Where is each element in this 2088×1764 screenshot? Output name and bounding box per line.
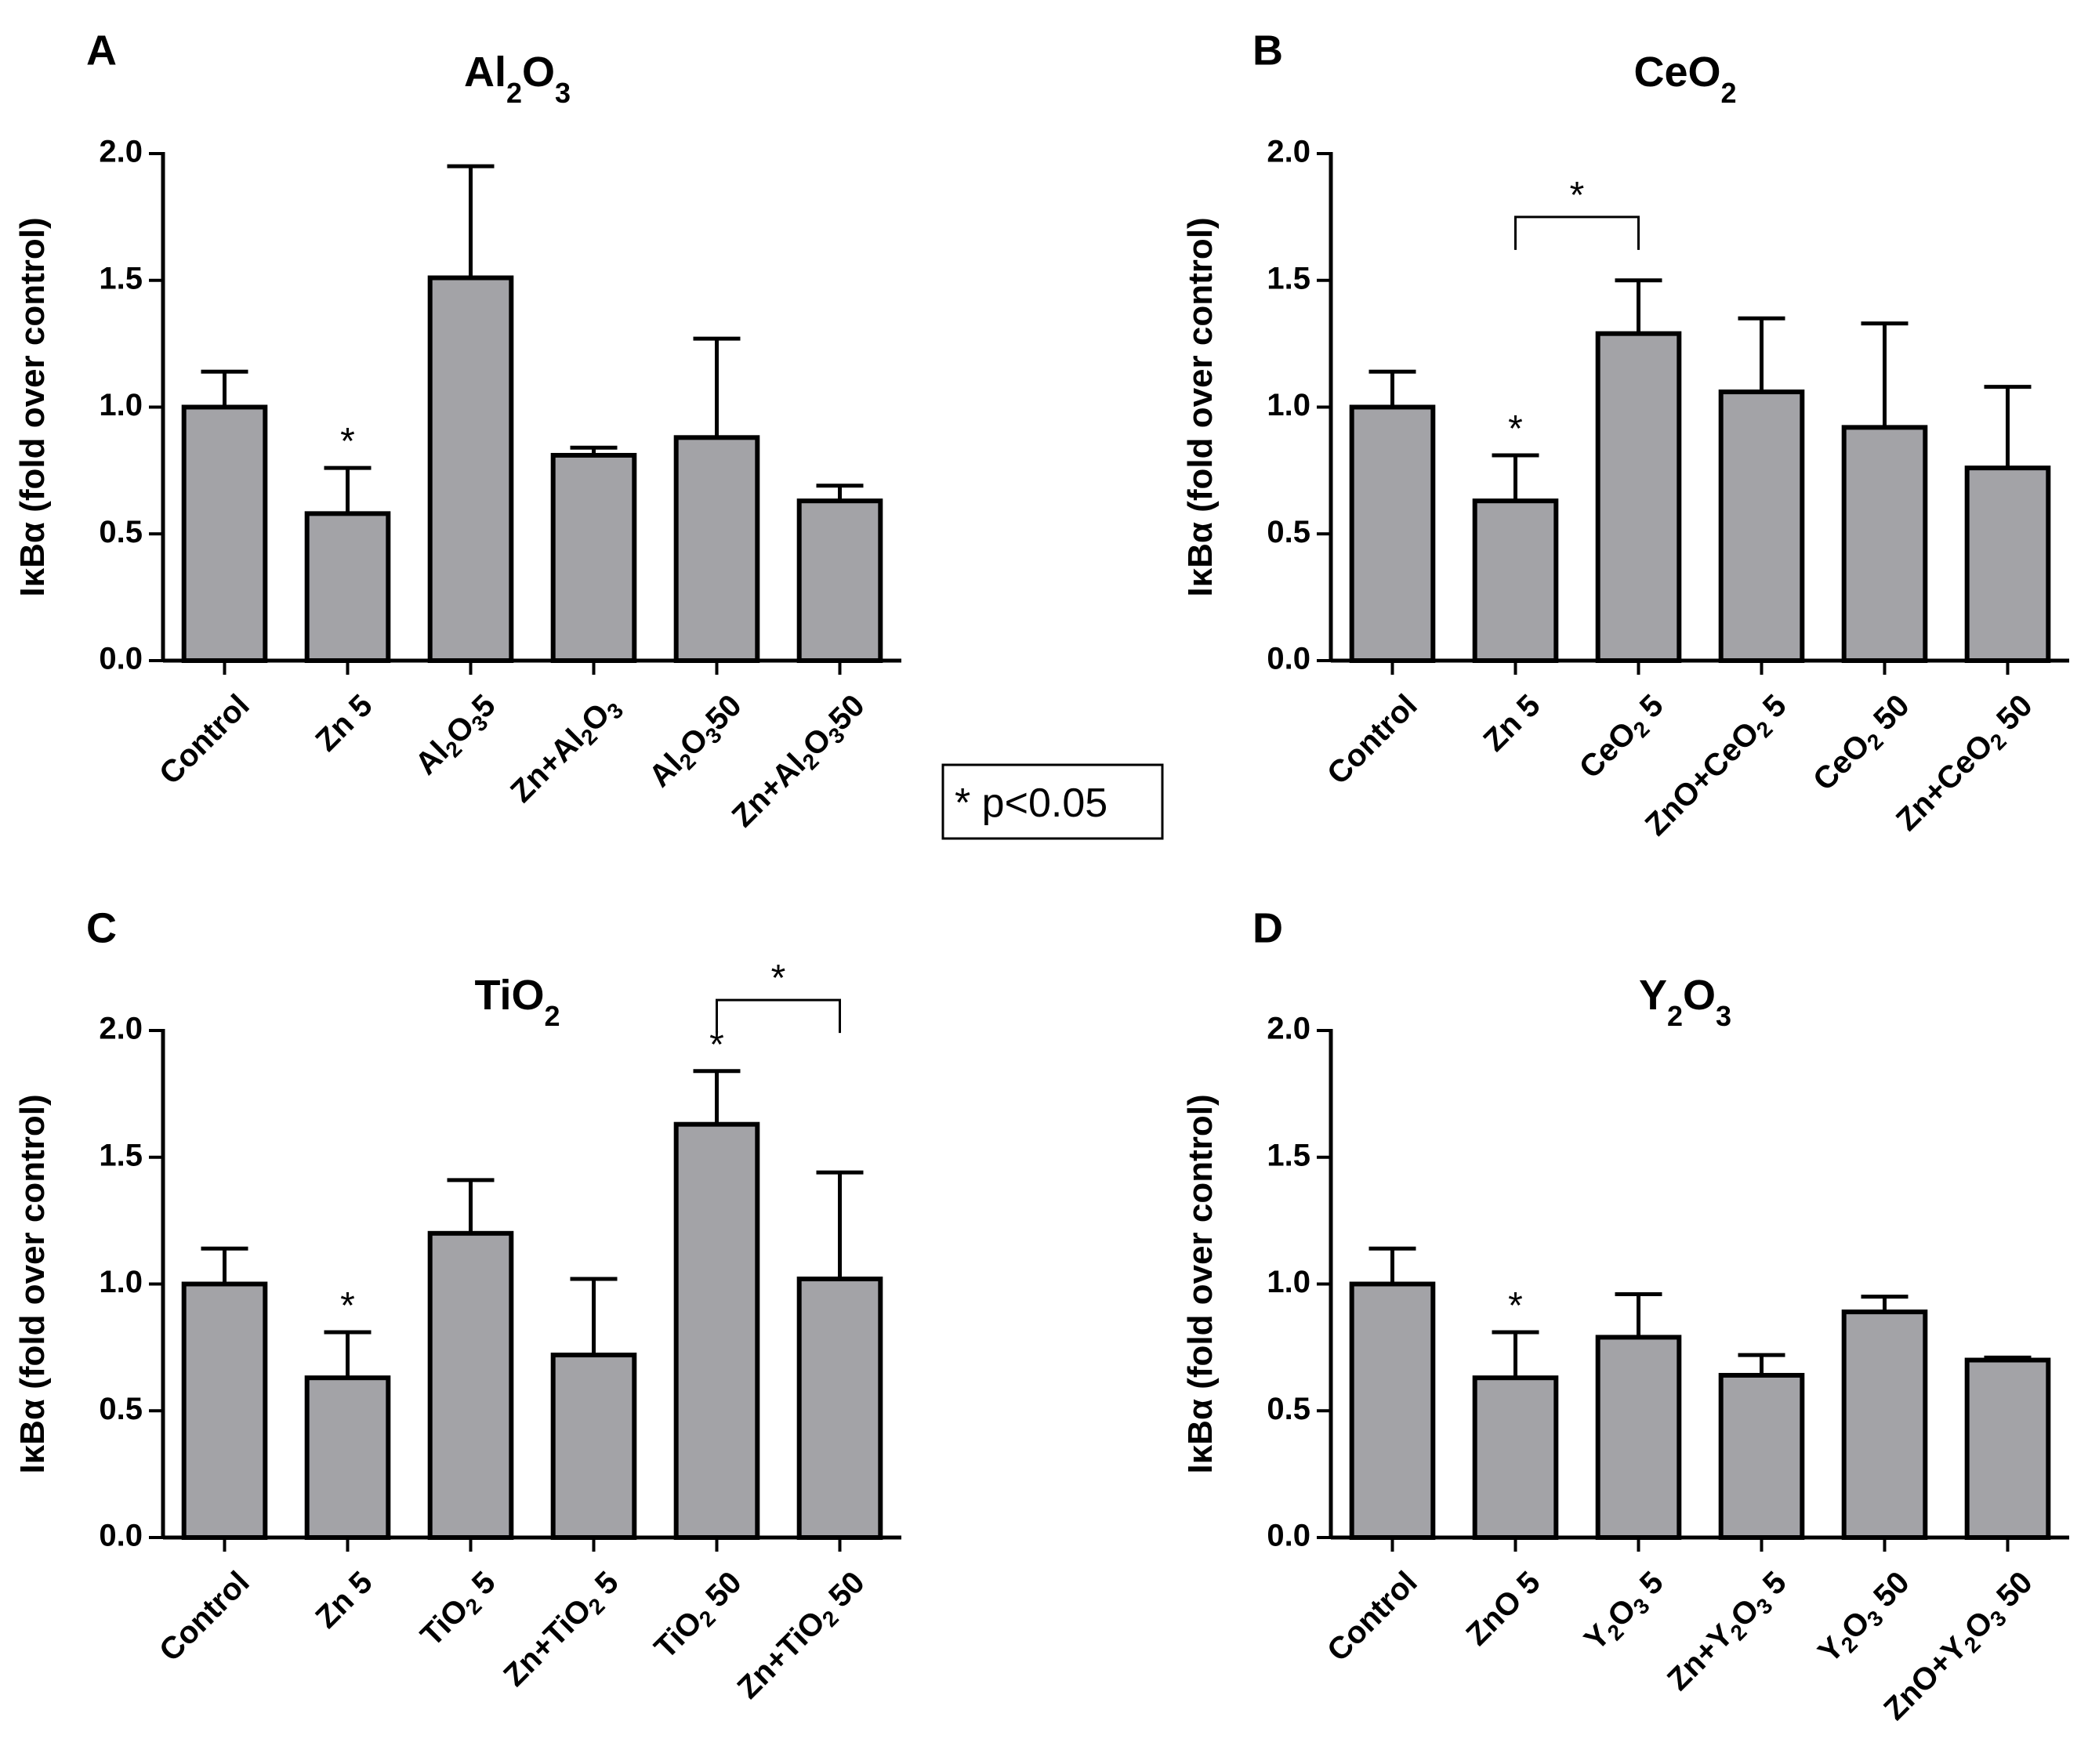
y-tick-label: 1.5 bbox=[1267, 261, 1310, 295]
y-axis-title: IκBα (fold over control) bbox=[13, 217, 52, 596]
bracket-marker: * bbox=[771, 958, 786, 999]
significance-marker: * bbox=[1508, 1285, 1523, 1327]
bar bbox=[181, 404, 268, 663]
panel-title: Y2O3 bbox=[1639, 972, 1731, 1032]
x-tick-label: CeO2 5 bbox=[1573, 688, 1673, 788]
panel-title: CeO2 bbox=[1633, 49, 1736, 109]
bar bbox=[1964, 465, 2051, 664]
significance-marker: * bbox=[709, 1024, 724, 1066]
y-tick-label: 1.5 bbox=[99, 1138, 143, 1172]
x-tick-label: TiO2 5 bbox=[414, 1565, 505, 1656]
y-tick-label: 2.0 bbox=[1267, 1012, 1310, 1046]
y-tick-label: 1.5 bbox=[1267, 1138, 1310, 1172]
x-tick-label: Zn+Y2O3 5 bbox=[1661, 1565, 1796, 1700]
significance-marker: * bbox=[340, 1285, 355, 1327]
legend-box: * p<0.05 bbox=[941, 763, 1164, 840]
x-tick-label: Zn+Al2O350 bbox=[726, 688, 874, 836]
significance-bracket bbox=[716, 998, 841, 1034]
y-tick-label: 2.0 bbox=[1267, 135, 1310, 169]
bar bbox=[1841, 425, 1928, 663]
y-axis-title: IκBα (fold over control) bbox=[1181, 1094, 1220, 1473]
bar bbox=[1595, 331, 1682, 663]
bar bbox=[1349, 1281, 1436, 1540]
y-tick-label: 0.0 bbox=[99, 1519, 143, 1553]
x-tick-label: ZnO 5 bbox=[1459, 1565, 1546, 1652]
bar bbox=[796, 498, 883, 663]
x-tick-label: Y2O3 5 bbox=[1578, 1565, 1673, 1660]
x-tick-label: Zn+TiO2 50 bbox=[731, 1565, 874, 1708]
panel-b: B CeO2 IκBα (fold over control) 0.0 0.5 1.0 1.… bbox=[1181, 27, 2069, 842]
y-tick-label: 2.0 bbox=[99, 135, 143, 169]
y-tick-label: 1.5 bbox=[99, 261, 143, 295]
panel-letter: D bbox=[1252, 904, 1283, 951]
y-tick-label: 0.0 bbox=[1267, 1519, 1310, 1553]
x-tick-label: Zn 5 bbox=[1477, 688, 1546, 758]
panel-title: TiO2 bbox=[474, 972, 560, 1032]
y-tick-label: 1.0 bbox=[1267, 388, 1310, 422]
bar bbox=[1595, 1335, 1682, 1541]
significance-marker: * bbox=[1508, 408, 1523, 450]
bar bbox=[1964, 1357, 2051, 1541]
x-tick-label: Y2O3 50 bbox=[1811, 1565, 1919, 1672]
bar bbox=[1718, 1372, 1805, 1540]
x-tick-label: Control bbox=[153, 688, 256, 791]
y-tick-label: 0.5 bbox=[1267, 1392, 1310, 1426]
y-tick-label: 0.0 bbox=[1267, 642, 1310, 676]
y-tick-label: 0.0 bbox=[99, 642, 143, 676]
bar bbox=[550, 1353, 637, 1540]
y-tick-label: 1.0 bbox=[99, 388, 143, 422]
y-axis-title: IκBα (fold over control) bbox=[1181, 217, 1220, 596]
y-tick-label: 1.0 bbox=[1267, 1265, 1310, 1299]
bar bbox=[304, 1375, 391, 1540]
x-tick-label: Al2O35 bbox=[408, 688, 504, 784]
panel-d: D Y2O3 IκBα (fold over control) 0.0 0.5 1.0 1.… bbox=[1181, 904, 2069, 1726]
bar bbox=[550, 452, 637, 664]
panel-title: Al2O3 bbox=[464, 49, 571, 109]
panel-letter: B bbox=[1252, 27, 1283, 74]
bar bbox=[796, 1277, 883, 1541]
panel-a: A Al2O3 IκBα (fold over control) 0.0 0.5 1.0 1… bbox=[13, 27, 901, 836]
x-tick-label: Control bbox=[153, 1565, 256, 1668]
bar bbox=[1472, 498, 1559, 663]
x-tick-label: Al2O350 bbox=[643, 688, 751, 796]
bar bbox=[1472, 1375, 1559, 1540]
y-tick-label: 2.0 bbox=[99, 1012, 143, 1046]
bracket-marker: * bbox=[1570, 175, 1585, 216]
panel-letter: A bbox=[86, 27, 117, 74]
bar bbox=[427, 1230, 514, 1541]
significance-marker: * bbox=[340, 421, 355, 462]
x-tick-label: Zn 5 bbox=[309, 688, 379, 758]
bar bbox=[304, 511, 391, 663]
y-tick-label: 0.5 bbox=[99, 515, 143, 549]
bar bbox=[673, 435, 760, 663]
x-tick-label: CeO2 50 bbox=[1807, 688, 1919, 800]
bar bbox=[673, 1121, 760, 1540]
bar bbox=[181, 1281, 268, 1540]
bar bbox=[427, 275, 514, 663]
significance-bracket bbox=[1514, 216, 1640, 250]
y-tick-label: 0.5 bbox=[99, 1392, 143, 1426]
x-tick-label: Control bbox=[1321, 688, 1424, 791]
x-tick-label: Control bbox=[1321, 1565, 1424, 1668]
x-tick-label: Zn+Al2O3 bbox=[504, 688, 628, 812]
y-tick-label: 0.5 bbox=[1267, 515, 1310, 549]
x-tick-label: Zn+TiO2 5 bbox=[497, 1565, 628, 1696]
panel-letter: C bbox=[86, 904, 117, 951]
bar bbox=[1718, 389, 1805, 663]
y-axis-title: IκBα (fold over control) bbox=[13, 1094, 52, 1473]
x-tick-label: Zn 5 bbox=[309, 1565, 379, 1635]
x-tick-label: TiO2 50 bbox=[648, 1565, 751, 1668]
panel-c: C TiO2 IκBα (fold over control) 0.0 0.5 1.0 1.… bbox=[13, 904, 901, 1708]
legend-frame bbox=[941, 763, 1164, 840]
y-tick-label: 1.0 bbox=[99, 1265, 143, 1299]
legend-text: * p<0.05 bbox=[955, 781, 1107, 826]
bar bbox=[1841, 1309, 1928, 1540]
bar bbox=[1349, 404, 1436, 663]
